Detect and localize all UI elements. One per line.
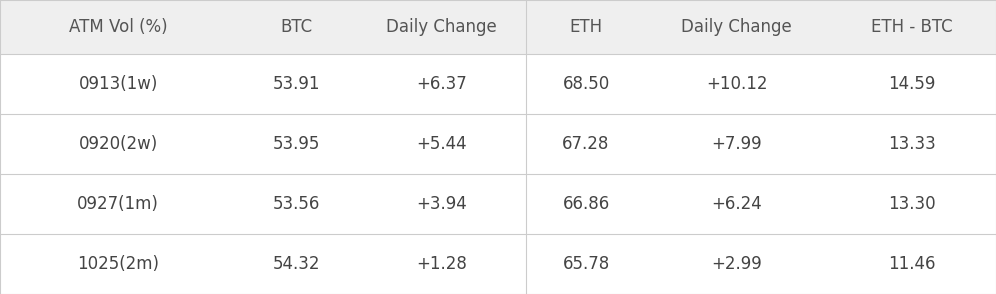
Bar bbox=[828, 0, 996, 54]
Bar bbox=[236, 54, 357, 114]
Text: 0913(1w): 0913(1w) bbox=[79, 75, 157, 93]
Text: 0920(2w): 0920(2w) bbox=[79, 135, 157, 153]
Text: +1.28: +1.28 bbox=[416, 255, 467, 273]
Text: ETH - BTC: ETH - BTC bbox=[871, 18, 952, 36]
Bar bbox=[646, 0, 828, 54]
Text: +2.99: +2.99 bbox=[711, 255, 762, 273]
Bar bbox=[236, 0, 357, 54]
Bar bbox=[828, 54, 996, 114]
Bar bbox=[828, 234, 996, 294]
Bar bbox=[236, 234, 357, 294]
Text: ETH: ETH bbox=[570, 18, 603, 36]
Bar bbox=[828, 114, 996, 174]
Bar bbox=[0, 234, 236, 294]
Text: 0927(1m): 0927(1m) bbox=[78, 195, 159, 213]
Text: 67.28: 67.28 bbox=[563, 135, 610, 153]
Bar bbox=[646, 174, 828, 234]
Text: +10.12: +10.12 bbox=[706, 75, 768, 93]
Bar bbox=[526, 174, 646, 234]
Text: 66.86: 66.86 bbox=[563, 195, 610, 213]
Text: BTC: BTC bbox=[281, 18, 313, 36]
Bar bbox=[0, 0, 236, 54]
Bar bbox=[357, 234, 526, 294]
Text: 13.33: 13.33 bbox=[887, 135, 935, 153]
Bar bbox=[357, 174, 526, 234]
Bar bbox=[357, 0, 526, 54]
Text: +3.94: +3.94 bbox=[416, 195, 467, 213]
Bar bbox=[0, 174, 236, 234]
Bar bbox=[0, 54, 236, 114]
Text: 53.56: 53.56 bbox=[273, 195, 321, 213]
Text: +6.24: +6.24 bbox=[711, 195, 762, 213]
Text: +5.44: +5.44 bbox=[416, 135, 467, 153]
Bar bbox=[526, 0, 646, 54]
Text: 53.91: 53.91 bbox=[273, 75, 321, 93]
Text: +7.99: +7.99 bbox=[711, 135, 762, 153]
Bar bbox=[526, 234, 646, 294]
Text: 53.95: 53.95 bbox=[273, 135, 321, 153]
Bar bbox=[0, 114, 236, 174]
Text: 68.50: 68.50 bbox=[563, 75, 610, 93]
Bar bbox=[828, 174, 996, 234]
Bar bbox=[646, 54, 828, 114]
Bar bbox=[646, 114, 828, 174]
Text: 11.46: 11.46 bbox=[887, 255, 935, 273]
Text: Daily Change: Daily Change bbox=[386, 18, 497, 36]
Text: 14.59: 14.59 bbox=[887, 75, 935, 93]
Text: 54.32: 54.32 bbox=[273, 255, 321, 273]
Text: 65.78: 65.78 bbox=[563, 255, 610, 273]
Bar bbox=[526, 54, 646, 114]
Text: ATM Vol (%): ATM Vol (%) bbox=[69, 18, 167, 36]
Bar bbox=[236, 174, 357, 234]
Text: 13.30: 13.30 bbox=[887, 195, 935, 213]
Text: 1025(2m): 1025(2m) bbox=[77, 255, 159, 273]
Bar bbox=[236, 114, 357, 174]
Bar bbox=[357, 54, 526, 114]
Bar bbox=[357, 114, 526, 174]
Bar bbox=[526, 114, 646, 174]
Bar bbox=[646, 234, 828, 294]
Text: +6.37: +6.37 bbox=[416, 75, 467, 93]
Text: Daily Change: Daily Change bbox=[681, 18, 792, 36]
